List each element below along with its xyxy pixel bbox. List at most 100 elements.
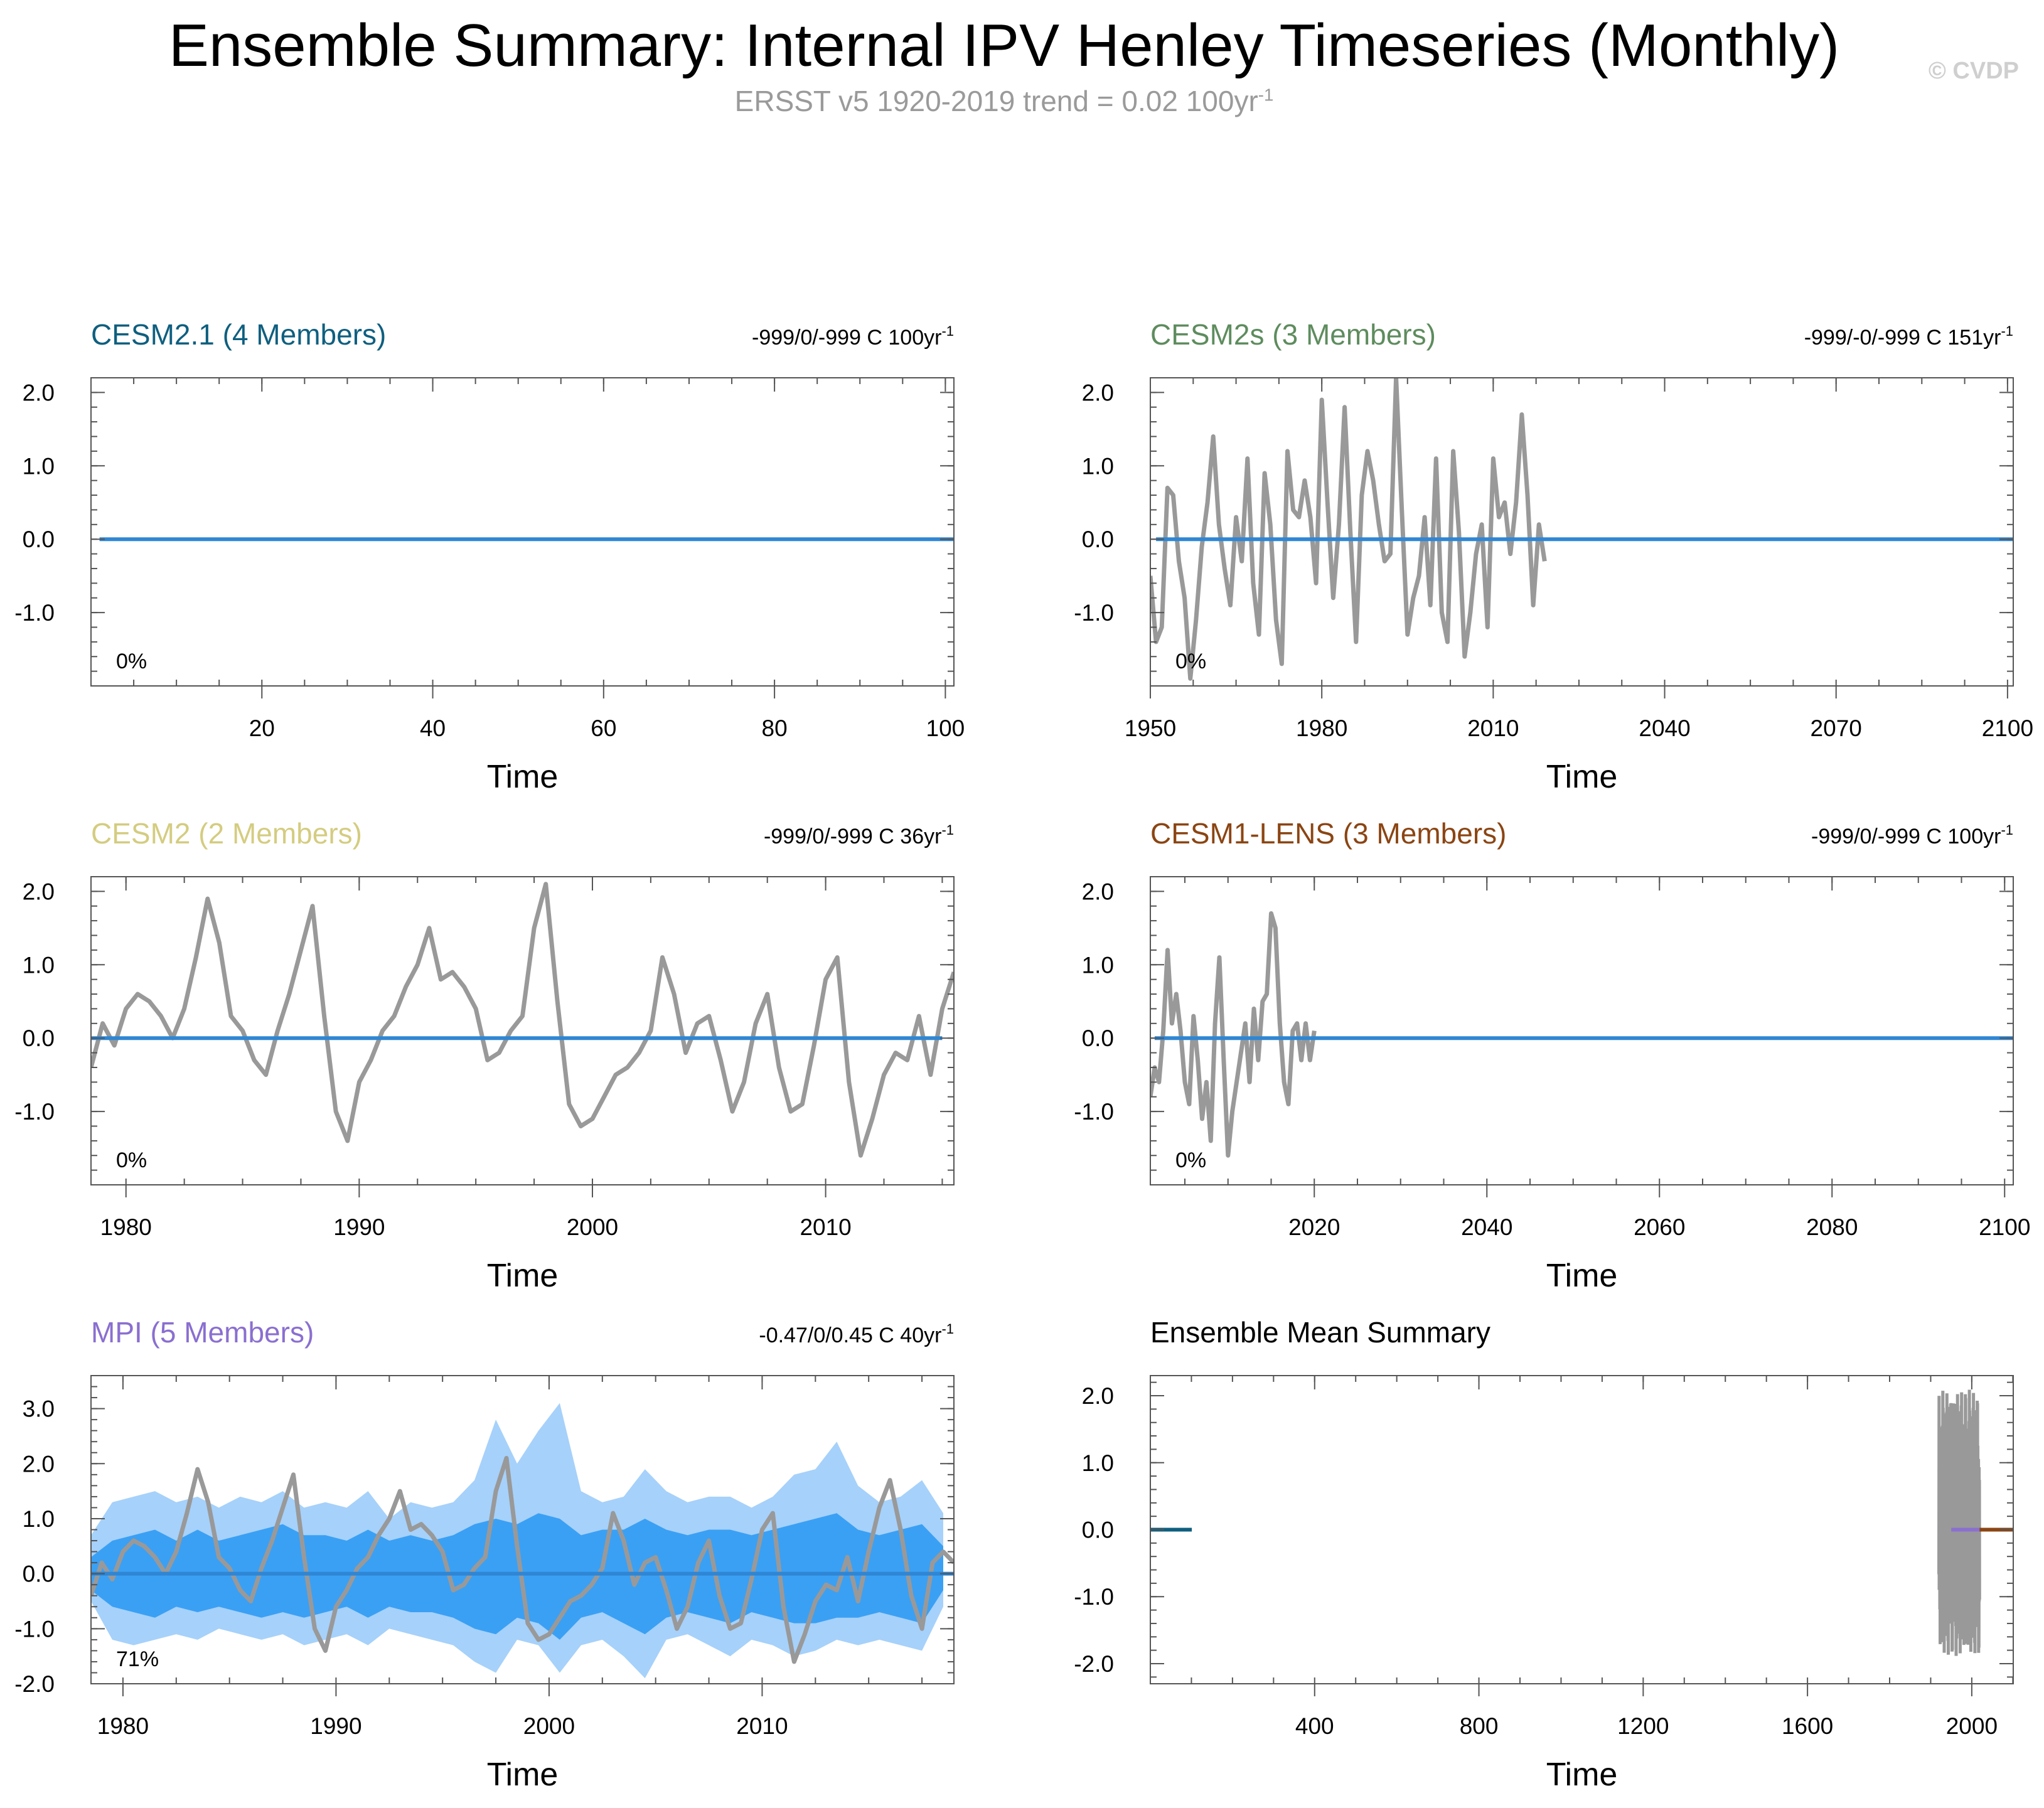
panel-title: CESM2.1 (4 Members) <box>91 318 386 351</box>
plot-frame <box>90 876 955 1185</box>
panel-title: MPI (5 Members) <box>91 1316 314 1349</box>
y-tick-label: 1.0 <box>23 1506 55 1532</box>
cvdp-credit: © CVDP <box>1928 58 2019 84</box>
chart-panel-5: -2.0 -1.0 0.0 1.0 2.0 3.0 1980 1990 2000 2010 Time… <box>14 1316 955 1793</box>
x-tick-label: 1990 <box>333 1214 385 1240</box>
stat-value: -999/-0/-999 C 151yr <box>1804 326 2001 350</box>
percent-label: 0% <box>1175 650 1206 673</box>
x-axis-label: Time <box>1546 759 1618 795</box>
panel-stat-text: -999/0/-999 C 100yr-1 <box>752 323 954 350</box>
stat-exponent: -1 <box>2001 822 2013 838</box>
y-tick-label: 2.0 <box>1082 879 1114 904</box>
observed-series-line <box>1150 911 1317 1158</box>
y-tick-label: 3.0 <box>23 1396 55 1422</box>
x-tick-label: 40 <box>420 715 446 741</box>
y-tick-label: -2.0 <box>14 1671 55 1697</box>
x-tick-label: 1980 <box>100 1214 152 1240</box>
x-tick-label: 1950 <box>1125 715 1176 741</box>
stat-value: -999/0/-999 C 100yr <box>1811 825 2001 848</box>
panel-stat-text: -999/0/-999 C 36yr-1 <box>764 822 954 848</box>
percent-label: 0% <box>116 1148 147 1172</box>
x-tick-label: 400 <box>1295 1713 1334 1739</box>
x-tick-label: 2060 <box>1634 1214 1685 1240</box>
x-tick-label: 1600 <box>1782 1713 1833 1739</box>
plot-area <box>91 882 954 1158</box>
x-tick-label: 80 <box>762 715 788 741</box>
stat-value: -0.47/0/0.45 C 40yr <box>759 1324 941 1347</box>
y-tick-label: -1.0 <box>14 1099 55 1125</box>
y-tick-label: 1.0 <box>1082 453 1114 479</box>
page-title: Ensemble Summary: Internal IPV Henley Ti… <box>168 12 1840 79</box>
observed-series-line <box>91 1456 954 1664</box>
y-tick-label: -1.0 <box>1074 600 1114 626</box>
page-subtitle: ERSST v5 1920-2019 trend = 0.02 100yr-1 <box>0 84 2008 118</box>
x-tick-label: 2000 <box>567 1214 618 1240</box>
stat-exponent: -1 <box>2001 323 2013 339</box>
panel-title: CESM2 (2 Members) <box>91 817 362 850</box>
x-axis-label: Time <box>1546 1258 1618 1294</box>
panel-title: CESM1-LENS (3 Members) <box>1150 817 1506 850</box>
x-tick-label: 2080 <box>1806 1214 1858 1240</box>
observed-series-line <box>1150 378 1547 681</box>
x-tick-label: 2100 <box>1982 715 2033 741</box>
x-tick-label: 2010 <box>800 1214 851 1240</box>
plot-frame <box>1150 876 2014 1185</box>
x-tick-label: 1980 <box>1296 715 1347 741</box>
subtitle-text: ERSST v5 1920-2019 trend = 0.02 100yr <box>734 85 1258 117</box>
x-axis-label: Time <box>1546 1757 1618 1793</box>
chart-panel-2: -1.0 0.0 1.0 2.0 1950 1980 2010 2040 2070 2100 Tim… <box>1074 318 2033 795</box>
panel-stat-text: -0.47/0/0.45 C 40yr-1 <box>759 1321 954 1347</box>
y-tick-label: -1.0 <box>14 600 55 626</box>
x-tick-label: 1200 <box>1617 1713 1669 1739</box>
plot-area <box>1150 1389 2013 1656</box>
percent-label: 71% <box>116 1647 159 1671</box>
x-tick-label: 800 <box>1460 1713 1499 1739</box>
chart-panel-6: -2.0 -1.0 0.0 1.0 2.0 400 800 1200 1600 2000 Time E… <box>1074 1316 2014 1793</box>
x-tick-label: 100 <box>926 715 965 741</box>
x-tick-label: 2040 <box>1639 715 1690 741</box>
y-tick-label: -1.0 <box>1074 1099 1114 1125</box>
y-tick-label: 1.0 <box>1082 952 1114 978</box>
x-tick-label: 2020 <box>1288 1214 1340 1240</box>
x-axis-label: Time <box>487 759 559 795</box>
plot-area <box>91 1403 954 1679</box>
x-tick-label: 2010 <box>736 1713 788 1739</box>
x-tick-label: 2000 <box>1946 1713 1998 1739</box>
x-tick-label: 2000 <box>523 1713 575 1739</box>
x-tick-label: 20 <box>249 715 275 741</box>
x-tick-label: 2070 <box>1811 715 1862 741</box>
y-tick-label: 1.0 <box>23 952 55 978</box>
y-tick-label: -1.0 <box>1074 1584 1114 1610</box>
x-axis-label: Time <box>487 1258 559 1294</box>
y-tick-label: 2.0 <box>1082 380 1114 405</box>
stat-value: -999/0/-999 C 100yr <box>752 326 941 350</box>
percent-label: 0% <box>116 650 147 673</box>
y-tick-label: -2.0 <box>1074 1651 1114 1677</box>
chart-panel-1: -1.0 0.0 1.0 2.0 20 40 60 80 100 Time CESM2.1 (4 M… <box>14 318 965 795</box>
y-tick-label: 1.0 <box>1082 1450 1114 1476</box>
panel-title: Ensemble Mean Summary <box>1150 1316 1490 1349</box>
y-tick-label: 2.0 <box>1082 1383 1114 1409</box>
x-tick-label: 1990 <box>310 1713 361 1739</box>
x-tick-label: 2010 <box>1467 715 1519 741</box>
stat-value: -999/0/-999 C 36yr <box>764 825 942 848</box>
chart-panel-3: -1.0 0.0 1.0 2.0 1980 1990 2000 2010 Time CESM2 (… <box>14 817 955 1294</box>
plot-frame <box>1150 377 2014 687</box>
x-tick-label: 1980 <box>97 1713 149 1739</box>
percent-label: 0% <box>1175 1148 1206 1172</box>
plot-area <box>1150 378 2013 681</box>
stat-exponent: -1 <box>941 822 954 838</box>
plot-area <box>1150 911 2013 1158</box>
y-tick-label: 0.0 <box>23 1025 55 1051</box>
y-tick-label: -1.0 <box>14 1616 55 1642</box>
panel-stat-text: -999/0/-999 C 100yr-1 <box>1811 822 2013 848</box>
stat-exponent: -1 <box>941 1321 954 1337</box>
chart-panel-4: -1.0 0.0 1.0 2.0 2020 2040 2060 2080 2100 Time CES… <box>1074 817 2030 1294</box>
subtitle-exponent: -1 <box>1258 85 1274 105</box>
x-tick-label: 60 <box>591 715 616 741</box>
y-tick-label: 2.0 <box>23 879 55 904</box>
y-tick-label: 0.0 <box>1082 1025 1114 1051</box>
stat-exponent: -1 <box>941 323 954 339</box>
y-tick-label: 0.0 <box>1082 1517 1114 1543</box>
